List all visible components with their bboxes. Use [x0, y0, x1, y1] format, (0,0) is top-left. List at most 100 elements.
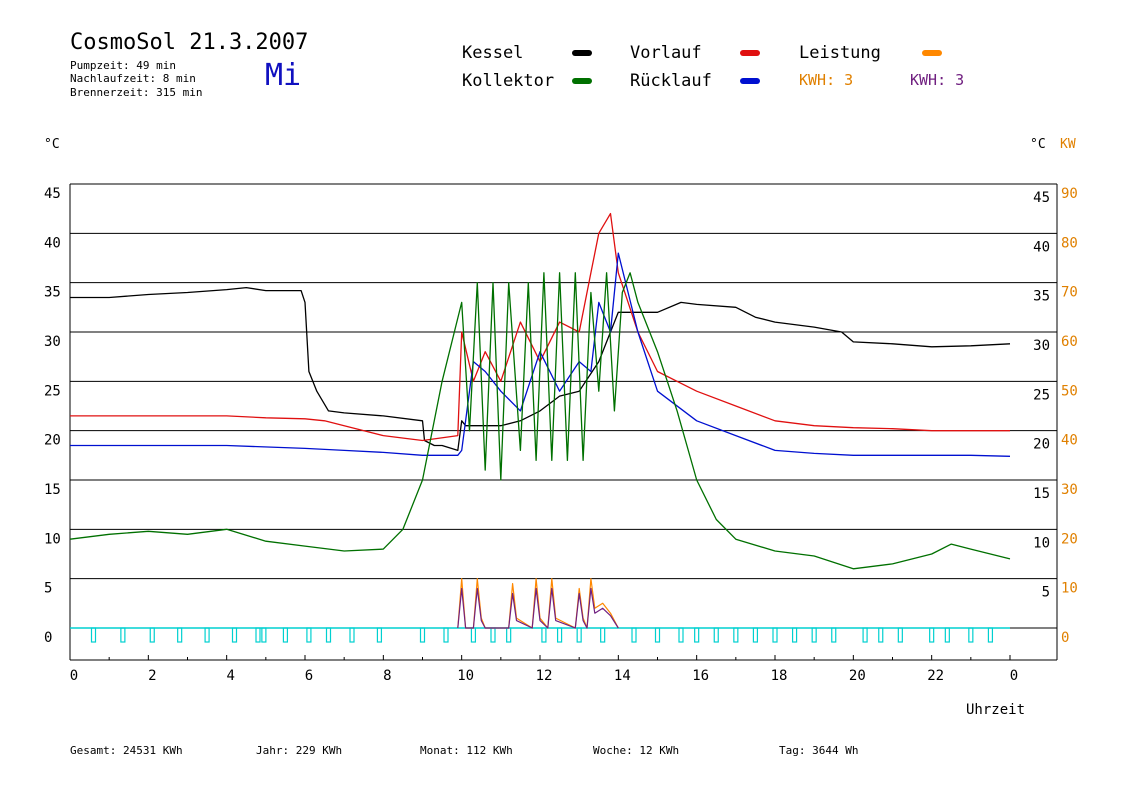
legend-leistung-swatch — [922, 50, 942, 56]
right-axis-unit-kw: KW — [1060, 137, 1076, 152]
pump-pulse-1 — [120, 627, 126, 643]
pump-pulse-5 — [231, 627, 238, 643]
y-tick-left-40: 40 — [44, 235, 61, 251]
footer-jahr: Jahr: 229 KWh — [256, 744, 343, 757]
chart-title: CosmoSol 21.3.2007 — [70, 30, 309, 55]
legend-kessel-label: Kessel — [462, 43, 524, 63]
x-tick-3: 6 — [305, 668, 313, 684]
pump-pulse-31 — [811, 627, 817, 643]
y-tick-right-30: 30 — [1033, 338, 1050, 354]
pump-pulse-16 — [490, 627, 496, 643]
pump-pulse-37 — [944, 627, 950, 643]
y-tick-right-25: 25 — [1033, 387, 1050, 403]
pump-pulse-9 — [306, 627, 312, 643]
footer-tag: Tag: 3644 Wh — [779, 744, 859, 757]
legend-kessel-swatch — [572, 50, 592, 56]
legend-kwh-purple: KWH: 3 — [910, 71, 965, 89]
y-tick-left-20: 20 — [44, 433, 61, 449]
y-tick-right-10: 10 — [1033, 535, 1050, 551]
x-tick-7: 14 — [614, 668, 631, 684]
pump-pulse-28 — [752, 627, 759, 643]
weekday-label: Mi — [265, 58, 302, 93]
pump-pulse-11 — [349, 627, 355, 643]
footer-gesamt: Gesamt: 24531 KWh — [70, 744, 183, 757]
pumpzeit-text: Pumpzeit: 49 min — [70, 59, 176, 72]
y-tick-left-35: 35 — [44, 285, 61, 301]
y-tick-right-5: 5 — [1042, 585, 1050, 601]
kw-tick-20: 20 — [1061, 531, 1078, 547]
series-kollektor — [69, 272, 1011, 570]
kw-tick-90: 90 — [1061, 186, 1078, 202]
pump-pulse-22 — [631, 627, 637, 643]
kw-tick-10: 10 — [1061, 581, 1078, 597]
x-tick-10: 20 — [849, 668, 866, 684]
series-vorlauf — [70, 212, 1010, 442]
pump-pulse-24 — [678, 627, 684, 643]
legend-kollektor-label: Kollektor — [462, 71, 555, 91]
pump-pulse-15 — [470, 627, 477, 643]
kw-tick-40: 40 — [1061, 433, 1078, 449]
kw-tick-70: 70 — [1061, 285, 1078, 301]
pump-pulse-0 — [90, 627, 97, 643]
footer-monat: Monat: 112 KWh — [420, 744, 513, 757]
x-tick-11: 22 — [927, 668, 944, 684]
pump-pulse-27 — [733, 627, 739, 643]
kw-tick-60: 60 — [1061, 334, 1078, 350]
pump-pulse-20 — [576, 627, 582, 643]
x-tick-5: 10 — [457, 668, 474, 684]
pump-pulse-25 — [694, 627, 700, 643]
pump-pulse-19 — [556, 627, 563, 643]
nachlaufzeit-text: Nachlaufzeit: 8 min — [70, 72, 196, 85]
y-tick-right-20: 20 — [1033, 437, 1050, 453]
brennerzeit-text: Brennerzeit: 315 min — [70, 86, 203, 99]
pump-pulse-32 — [831, 627, 837, 643]
series-kessel — [70, 286, 1011, 452]
y-tick-left-0: 0 — [44, 630, 52, 646]
y-tick-left-5: 5 — [44, 581, 52, 597]
pump-pulse-7 — [261, 627, 267, 643]
x-tick-4: 8 — [383, 668, 391, 684]
left-axis-unit: °C — [44, 137, 60, 152]
pump-pulse-13 — [419, 627, 426, 643]
kw-tick-50: 50 — [1061, 383, 1078, 399]
footer-woche: Woche: 12 KWh — [593, 744, 680, 757]
kw-tick-0: 0 — [1061, 630, 1069, 646]
x-tick-12: 0 — [1010, 668, 1018, 684]
y-tick-left-15: 15 — [44, 482, 61, 498]
pump-pulse-23 — [654, 627, 661, 643]
y-tick-left-25: 25 — [44, 383, 61, 399]
legend-leistung-label: Leistung — [799, 43, 881, 63]
y-tick-left-30: 30 — [44, 334, 61, 350]
series-kwh — [457, 587, 619, 629]
legend-kollektor-swatch — [572, 78, 592, 84]
pump-pulse-26 — [713, 627, 719, 643]
legend-ruecklauf-swatch — [740, 78, 760, 84]
pump-pulse-34 — [878, 627, 884, 643]
y-tick-left-45: 45 — [44, 186, 61, 202]
y-tick-right-40: 40 — [1033, 239, 1050, 255]
pump-pulse-12 — [376, 627, 383, 643]
pump-pulse-18 — [541, 627, 547, 643]
legend-kwh-orange: KWH: 3 — [799, 71, 854, 89]
kw-tick-80: 80 — [1061, 235, 1078, 251]
pump-pulse-39 — [987, 627, 994, 643]
y-tick-right-15: 15 — [1033, 486, 1050, 502]
pump-pulse-38 — [968, 627, 974, 643]
pump-pulse-10 — [325, 627, 332, 643]
pump-pulse-21 — [600, 627, 606, 643]
x-tick-0: 0 — [70, 668, 78, 684]
pump-pulse-4 — [204, 627, 210, 643]
pump-pulse-35 — [897, 627, 903, 643]
right-axis-unit-c: °C — [1030, 137, 1046, 152]
legend-vorlauf-label: Vorlauf — [630, 43, 702, 63]
pump-pulse-3 — [177, 627, 183, 643]
pump-pulse-6 — [255, 627, 261, 643]
pump-pulse-36 — [929, 627, 935, 643]
x-tick-2: 4 — [226, 668, 234, 684]
x-tick-9: 18 — [771, 668, 788, 684]
legend-vorlauf-swatch — [740, 50, 760, 56]
kw-tick-30: 30 — [1061, 482, 1078, 498]
pump-pulse-33 — [862, 627, 868, 643]
y-tick-right-35: 35 — [1033, 289, 1050, 305]
